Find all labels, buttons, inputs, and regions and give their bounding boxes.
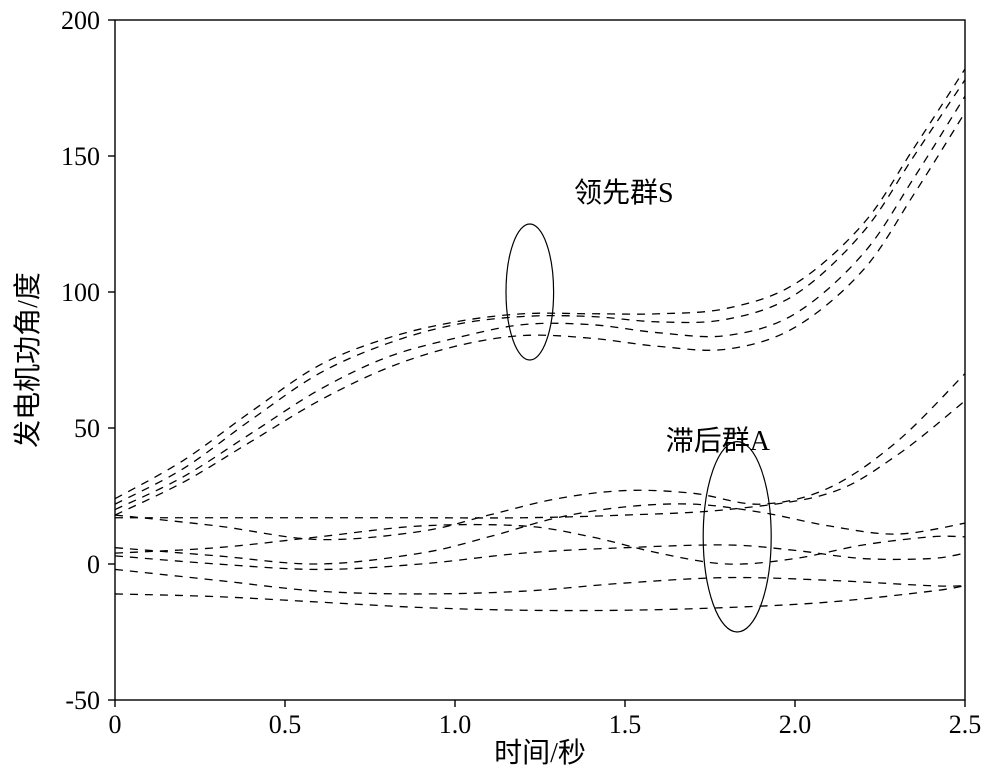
xtick-label: 2.0 <box>779 710 812 739</box>
ytick-label: 50 <box>74 414 100 443</box>
series-A-2 <box>115 504 965 564</box>
ytick-label: 100 <box>61 278 100 307</box>
xtick-label: 0 <box>109 710 122 739</box>
xtick-label: 2.5 <box>949 710 982 739</box>
group-ellipse-A <box>703 442 771 632</box>
xtick-label: 1.5 <box>609 710 642 739</box>
generator-angle-chart: 0 0.5 1.0 1.5 2.0 2.5 -50 0 50 100 150 200 时间/秒 发电机功角… <box>0 0 1000 776</box>
xtick-label: 1.0 <box>439 710 472 739</box>
ytick-label: -50 <box>65 686 100 715</box>
ytick-label: 150 <box>61 142 100 171</box>
y-axis-label: 发电机功角/度 <box>12 272 44 448</box>
group-ellipse-S <box>506 224 554 360</box>
series-S-0 <box>115 69 965 499</box>
xtick-label: 0.5 <box>269 710 302 739</box>
series-A-4 <box>115 545 965 570</box>
series-S-1 <box>115 80 965 504</box>
ytick-label: 0 <box>87 550 100 579</box>
group-label-A: 滞后群A <box>666 425 771 457</box>
group-label-S: 领先群S <box>574 177 674 209</box>
series-A-5 <box>115 569 965 593</box>
series-S-2 <box>115 96 965 509</box>
ytick-label: 200 <box>61 6 100 35</box>
series-A-0 <box>115 374 965 540</box>
x-axis-label: 时间/秒 <box>494 737 586 769</box>
